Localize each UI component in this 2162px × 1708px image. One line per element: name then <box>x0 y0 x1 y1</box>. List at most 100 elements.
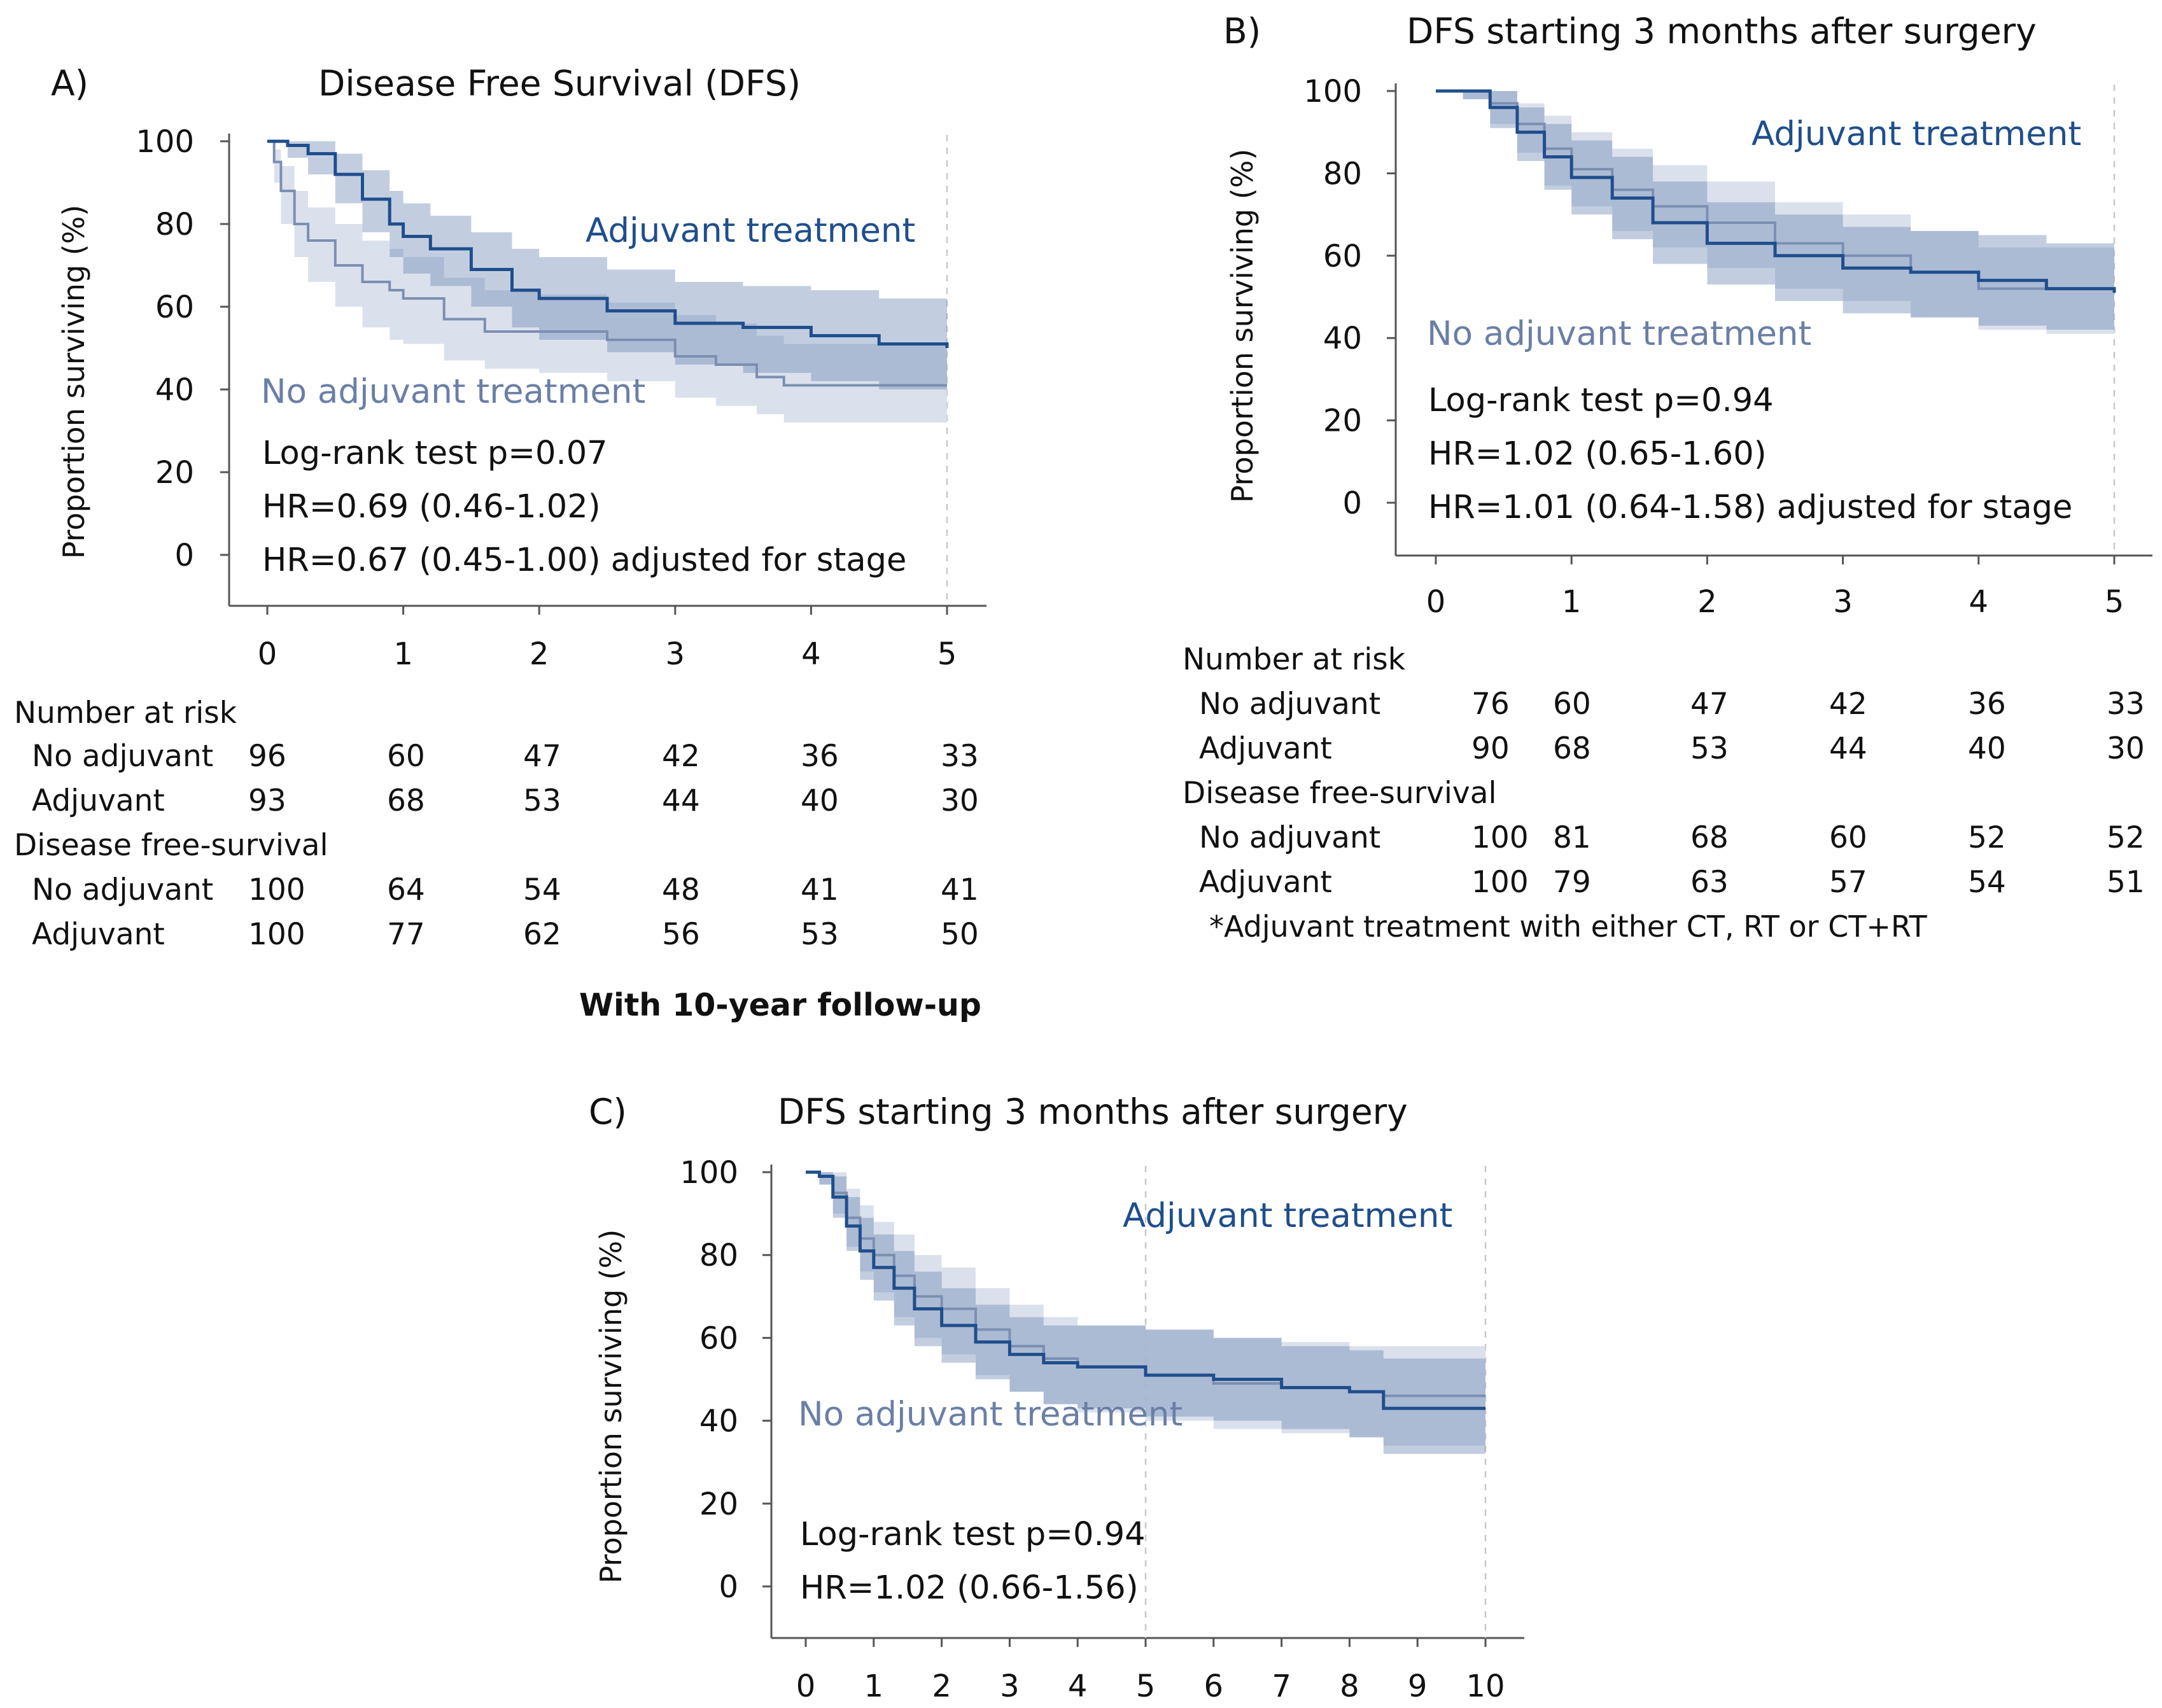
risk-row-label: No adjuvant <box>32 739 213 774</box>
panel-b-label-adjuvant: Adjuvant treatment <box>1751 115 2081 153</box>
risk-row-values: 100 64 54 48 41 41 <box>248 872 979 907</box>
panel-c-y-axis-label: Proportion surviving (%) <box>594 1229 628 1584</box>
risk-cell: 41 <box>801 872 839 907</box>
y-tick-label: 60 <box>1323 239 1362 274</box>
y-tick-label: 100 <box>136 124 194 160</box>
y-tick-label: 100 <box>1303 74 1362 109</box>
x-tick-label: 7 <box>1272 1669 1291 1704</box>
risk-header-dfs: Disease free-survival <box>14 828 328 863</box>
risk-cell: 30 <box>2107 731 2145 766</box>
risk-cell: 52 <box>1968 820 2006 855</box>
risk-cell: 53 <box>1690 731 1729 766</box>
risk-cell: 47 <box>523 739 561 774</box>
panel-a-title: Disease Free Survival (DFS) <box>318 63 801 104</box>
panel-c-stat-logrank: Log-rank test p=0.94 <box>800 1516 1146 1553</box>
panel-a-label-no-adjuvant: No adjuvant treatment <box>261 372 645 411</box>
risk-cell: 68 <box>1690 820 1729 855</box>
x-tick-label: 5 <box>2105 584 2124 620</box>
risk-cell: 68 <box>387 783 425 818</box>
y-tick-label: 40 <box>155 372 194 408</box>
risk-cell: 53 <box>801 917 839 952</box>
panel-a-stat-hr-adjusted: HR=0.67 (0.45-1.00) adjusted for stage <box>262 542 906 579</box>
km-curve-no-adjuvant <box>267 140 947 387</box>
risk-cell: 81 <box>1553 820 1591 855</box>
x-tick-label: 6 <box>1204 1669 1224 1704</box>
risk-row-values: 100 81 68 60 52 52 <box>1471 820 2145 855</box>
risk-cell: 100 <box>1471 820 1529 855</box>
x-tick-label: 1 <box>1562 584 1582 620</box>
risk-row-label: Adjuvant <box>1199 731 1332 766</box>
risk-row-label: Adjuvant <box>1199 865 1332 900</box>
panel-b: B) DFS starting 3 months after surgery P… <box>1183 11 2152 944</box>
x-tick-label: 0 <box>1426 584 1446 620</box>
risk-cell: 100 <box>248 872 305 907</box>
y-tick-label: 60 <box>699 1320 738 1356</box>
risk-cell: 96 <box>248 739 286 774</box>
risk-cell: 41 <box>941 872 979 907</box>
middle-heading: With 10-year follow-up <box>579 987 981 1023</box>
x-tick-label: 5 <box>937 636 957 672</box>
risk-cell: 52 <box>2107 820 2145 855</box>
risk-row-values: 76 60 47 42 36 33 <box>1471 687 2145 722</box>
y-tick-label: 0 <box>174 538 194 573</box>
risk-header-number: Number at risk <box>1183 642 1406 677</box>
panel-a-plot: 0 20 40 60 80 100 0 1 2 3 4 5 <box>136 124 986 672</box>
risk-cell: 57 <box>1829 865 1867 900</box>
risk-cell: 40 <box>1968 731 2006 766</box>
risk-cell: 54 <box>523 872 561 907</box>
risk-cell: 90 <box>1471 731 1510 766</box>
risk-cell: 44 <box>1829 731 1867 766</box>
y-tick-label: 80 <box>1323 156 1362 192</box>
panel-b-title: DFS starting 3 months after surgery <box>1407 11 2037 52</box>
x-tick-label: 1 <box>864 1669 884 1704</box>
risk-cell: 93 <box>248 783 286 818</box>
risk-cell: 100 <box>1471 865 1529 900</box>
y-tick-label: 40 <box>699 1404 738 1439</box>
y-tick-label: 80 <box>155 207 194 242</box>
risk-cell: 44 <box>662 783 700 818</box>
km-curve-adjuvant <box>267 139 949 348</box>
risk-cell: 56 <box>662 917 700 952</box>
risk-header-dfs: Disease free-survival <box>1183 776 1497 811</box>
panel-a: A) Disease Free Survival (DFS) Proportio… <box>14 63 986 952</box>
panel-b-stat-hr: HR=1.02 (0.65-1.60) <box>1428 435 1767 473</box>
risk-row-label: No adjuvant <box>1199 820 1380 855</box>
panel-c-label-no-adjuvant: No adjuvant treatment <box>798 1395 1183 1434</box>
risk-cell: 76 <box>1471 687 1510 722</box>
risk-cell: 51 <box>2107 865 2145 900</box>
risk-cell: 60 <box>387 739 425 774</box>
risk-row-label: Adjuvant <box>32 783 165 818</box>
x-tick-label: 0 <box>258 636 277 672</box>
risk-cell: 47 <box>1690 687 1729 722</box>
panel-a-label-adjuvant: Adjuvant treatment <box>586 211 915 250</box>
risk-header-number: Number at risk <box>14 696 237 731</box>
panel-b-plot: 0 20 40 60 80 100 0 1 2 3 4 5 <box>1303 74 2152 620</box>
y-tick-label: 100 <box>680 1155 738 1191</box>
x-tick-label: 3 <box>666 636 685 672</box>
panel-a-risk-table: Number at risk No adjuvant Adjuvant Dise… <box>14 696 979 952</box>
risk-cell: 60 <box>1829 820 1867 855</box>
panel-c-title: DFS starting 3 months after surgery <box>778 1091 1408 1132</box>
x-tick-label: 2 <box>530 636 549 672</box>
x-tick-label: 4 <box>801 636 821 672</box>
risk-cell: 77 <box>387 917 425 952</box>
risk-cell: 53 <box>523 783 561 818</box>
panel-b-label-no-adjuvant: No adjuvant treatment <box>1427 314 1811 353</box>
risk-cell: 30 <box>941 783 979 818</box>
panel-a-stat-hr: HR=0.69 (0.46-1.02) <box>262 488 601 526</box>
risk-cell: 36 <box>801 739 839 774</box>
panel-c-stat-hr: HR=1.02 (0.66-1.56) <box>800 1569 1139 1607</box>
y-tick-label: 60 <box>155 290 194 325</box>
y-tick-label: 80 <box>699 1238 738 1273</box>
x-tick-label: 8 <box>1340 1669 1359 1704</box>
panel-c: C) DFS starting 3 months after surgery P… <box>589 1091 1524 1704</box>
y-tick-label: 40 <box>1323 321 1362 356</box>
risk-cell: 50 <box>941 917 979 952</box>
risk-cell: 68 <box>1553 731 1591 766</box>
panel-b-stat-hr-adjusted: HR=1.01 (0.64-1.58) adjusted for stage <box>1428 489 2072 526</box>
risk-cell: 60 <box>1553 687 1591 722</box>
risk-cell: 63 <box>1690 865 1729 900</box>
risk-cell: 33 <box>941 739 979 774</box>
x-tick-label: 2 <box>1697 584 1717 620</box>
risk-cell: 64 <box>387 872 425 907</box>
